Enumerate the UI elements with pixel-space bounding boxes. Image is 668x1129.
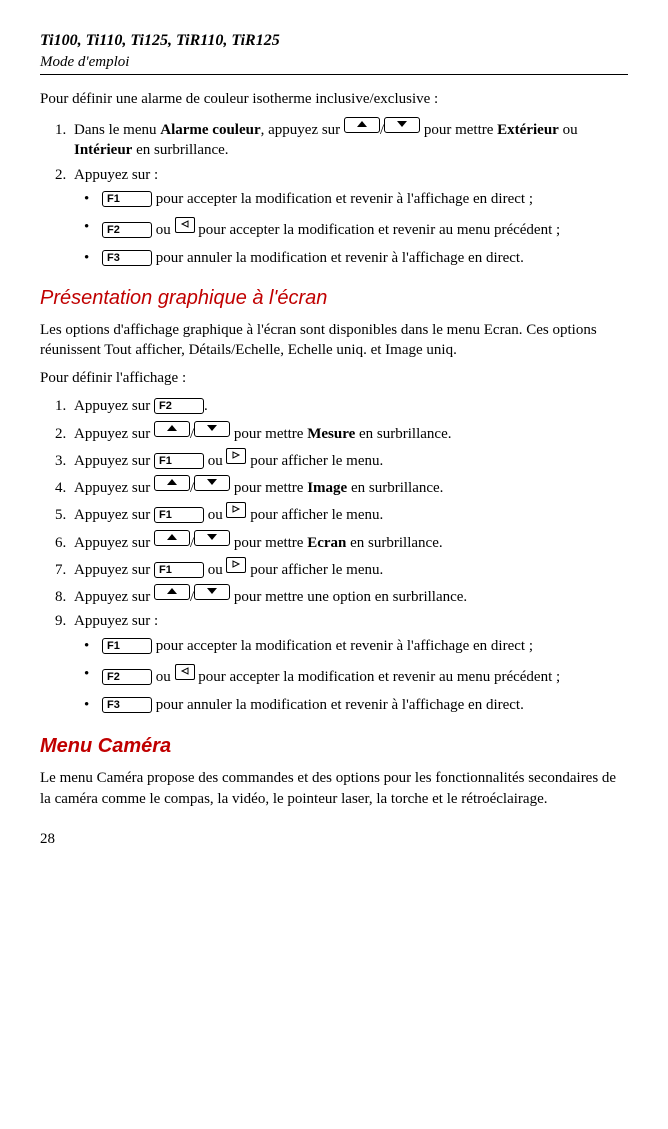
subtitle-line: Mode d'emploi: [40, 52, 628, 72]
text: en surbrillance.: [347, 480, 443, 496]
text: , appuyez sur: [261, 122, 344, 138]
section1-paragraph: Les options d'affichage graphique à l'éc…: [40, 320, 628, 361]
f3-key: F3: [102, 250, 152, 266]
bullet: F3 pour annuler la modification et reven…: [102, 248, 628, 268]
bullet: F2 ou pour accepter la modification et r…: [102, 217, 628, 240]
section-heading-2: Menu Caméra: [40, 733, 628, 760]
right-arrow-key: [226, 557, 246, 573]
up-arrow-key: [344, 117, 380, 133]
text: pour mettre: [420, 122, 497, 138]
bold: Image: [307, 480, 347, 496]
p2-step-9: Appuyez sur : F1 pour accepter la modifi…: [70, 611, 628, 715]
bullet: F1 pour accepter la modification et reve…: [102, 189, 628, 209]
left-arrow-key: [175, 217, 195, 233]
text: Appuyez sur: [74, 398, 154, 414]
up-arrow-key: [154, 584, 190, 600]
text: pour accepter la modification et revenir…: [152, 191, 533, 207]
text: pour accepter la modification et revenir…: [152, 638, 533, 654]
text: ou: [152, 222, 175, 238]
text: pour mettre: [230, 535, 307, 551]
p2-step-8: Appuyez sur / pour mettre une option en …: [70, 584, 628, 607]
text: en surbrillance.: [355, 426, 451, 442]
text: Appuyez sur :: [74, 613, 158, 629]
f1-key: F1: [154, 507, 204, 523]
bullet: F3 pour annuler la modification et reven…: [102, 695, 628, 715]
text: en surbrillance.: [132, 142, 228, 158]
f2-key: F2: [102, 222, 152, 238]
f2-key: F2: [154, 398, 204, 414]
up-arrow-key: [154, 530, 190, 546]
text: pour accepter la modification et revenir…: [195, 669, 561, 685]
text: ou: [204, 453, 227, 469]
text: Appuyez sur: [74, 507, 154, 523]
text: en surbrillance.: [346, 535, 442, 551]
text: Appuyez sur: [74, 535, 154, 551]
down-arrow-key: [194, 530, 230, 546]
text: pour annuler la modification et revenir …: [152, 250, 524, 266]
text: ou: [152, 669, 175, 685]
text: pour mettre: [230, 480, 307, 496]
down-arrow-key: [194, 584, 230, 600]
page-number: 28: [40, 829, 628, 849]
step-2: Appuyez sur : F1 pour accepter la modifi…: [70, 165, 628, 269]
right-arrow-key: [226, 448, 246, 464]
text: .: [204, 398, 208, 414]
text: pour afficher le menu.: [246, 507, 383, 523]
p2-step-7: Appuyez sur F1 ou pour afficher le menu.: [70, 557, 628, 580]
text: pour afficher le menu.: [246, 453, 383, 469]
text: pour mettre: [230, 426, 307, 442]
bullet: F1 pour accepter la modification et reve…: [102, 636, 628, 656]
left-arrow-key: [175, 664, 195, 680]
procedure-2: Appuyez sur F2. Appuyez sur / pour mettr…: [40, 396, 628, 715]
section-heading-1: Présentation graphique à l'écran: [40, 285, 628, 312]
bold: Intérieur: [74, 142, 132, 158]
up-arrow-key: [154, 421, 190, 437]
page-header: Ti100, Ti110, Ti125, TiR110, TiR125 Mode…: [40, 30, 628, 75]
text: pour annuler la modification et revenir …: [152, 697, 524, 713]
define-paragraph: Pour définir l'affichage :: [40, 368, 628, 388]
text: ou: [204, 507, 227, 523]
down-arrow-key: [194, 421, 230, 437]
f2-key: F2: [102, 669, 152, 685]
f1-key: F1: [102, 638, 152, 654]
f1-key: F1: [102, 191, 152, 207]
p2-step-1: Appuyez sur F2.: [70, 396, 628, 416]
p2-step-5: Appuyez sur F1 ou pour afficher le menu.: [70, 502, 628, 525]
text: pour mettre une option en surbrillance.: [230, 589, 467, 605]
text: Appuyez sur: [74, 562, 154, 578]
text: Appuyez sur: [74, 453, 154, 469]
p2-step-6: Appuyez sur / pour mettre Ecran en surbr…: [70, 530, 628, 553]
bullet: F2 ou pour accepter la modification et r…: [102, 664, 628, 687]
step-1: Dans le menu Alarme couleur, appuyez sur…: [70, 117, 628, 161]
bold: Alarme couleur: [160, 122, 260, 138]
text: ou: [204, 562, 227, 578]
p2-step-4: Appuyez sur / pour mettre Image en surbr…: [70, 475, 628, 498]
bold: Mesure: [307, 426, 355, 442]
p2-step-2: Appuyez sur / pour mettre Mesure en surb…: [70, 421, 628, 444]
section2-paragraph: Le menu Caméra propose des commandes et …: [40, 768, 628, 809]
text: ou: [559, 122, 578, 138]
procedure-1: Dans le menu Alarme couleur, appuyez sur…: [40, 117, 628, 269]
f3-key: F3: [102, 697, 152, 713]
f1-key: F1: [154, 453, 204, 469]
bold: Ecran: [307, 535, 346, 551]
up-arrow-key: [154, 475, 190, 491]
f1-key: F1: [154, 562, 204, 578]
text: pour afficher le menu.: [246, 562, 383, 578]
text: Dans le menu: [74, 122, 160, 138]
right-arrow-key: [226, 502, 246, 518]
bullet-list-1: F1 pour accepter la modification et reve…: [74, 189, 628, 269]
down-arrow-key: [194, 475, 230, 491]
down-arrow-key: [384, 117, 420, 133]
text: Appuyez sur: [74, 589, 154, 605]
bullet-list-2: F1 pour accepter la modification et reve…: [74, 636, 628, 716]
bold: Extérieur: [497, 122, 559, 138]
p2-step-3: Appuyez sur F1 ou pour afficher le menu.: [70, 448, 628, 471]
text: Appuyez sur: [74, 480, 154, 496]
text: Appuyez sur :: [74, 167, 158, 183]
text: pour accepter la modification et revenir…: [195, 222, 561, 238]
models-line: Ti100, Ti110, Ti125, TiR110, TiR125: [40, 30, 628, 52]
intro-paragraph: Pour définir une alarme de couleur isoth…: [40, 89, 628, 109]
text: Appuyez sur: [74, 426, 154, 442]
